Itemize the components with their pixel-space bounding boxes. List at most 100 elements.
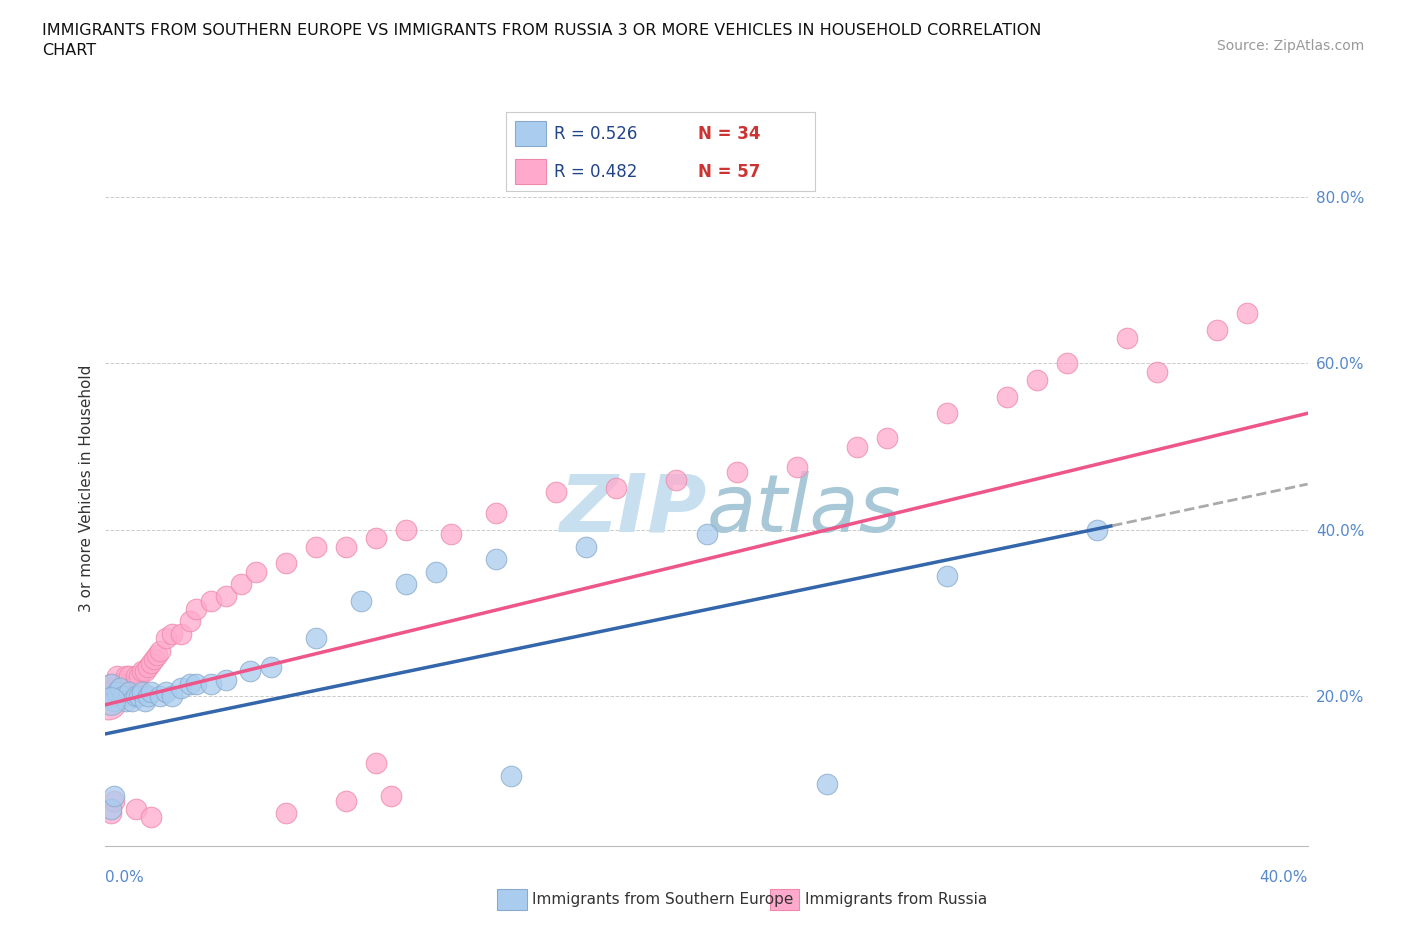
Point [305, 631, 328, 645]
Point [725, 464, 748, 479]
Point [139, 810, 162, 825]
Point [425, 565, 447, 579]
Point [115, 693, 138, 708]
Point [274, 556, 297, 571]
Point [124, 668, 146, 683]
Point [1146, 365, 1168, 379]
Text: atlas: atlas [707, 471, 901, 549]
Point [274, 805, 297, 820]
Point [160, 627, 183, 642]
Point [134, 693, 156, 708]
Text: Source: ZipAtlas.com: Source: ZipAtlas.com [1216, 39, 1364, 53]
Point [229, 577, 252, 591]
Point [103, 693, 125, 708]
Text: IMMIGRANTS FROM SOUTHERN EUROPE VS IMMIGRANTS FROM RUSSIA 3 OR MORE VEHICLES IN : IMMIGRANTS FROM SOUTHERN EUROPE VS IMMIG… [42, 23, 1042, 58]
Point [160, 689, 183, 704]
Point [118, 684, 141, 699]
Text: Immigrants from Russia: Immigrants from Russia [804, 892, 987, 907]
Point [200, 593, 222, 608]
Point [148, 689, 170, 704]
Point [139, 656, 162, 671]
Bar [516, 159, 547, 184]
Point [1056, 356, 1078, 371]
Point [107, 668, 129, 683]
Point [239, 664, 262, 679]
Point [169, 681, 191, 696]
Point [184, 676, 207, 691]
Point [876, 431, 898, 445]
Point [214, 589, 236, 604]
Point [131, 664, 153, 679]
Point [245, 565, 267, 579]
Text: N = 34: N = 34 [697, 125, 761, 142]
Point [115, 668, 138, 683]
Point [100, 802, 122, 817]
Point [179, 676, 201, 691]
Text: 40.0%: 40.0% [1260, 870, 1308, 884]
Point [121, 681, 143, 696]
Point [485, 506, 508, 521]
Point [112, 689, 135, 704]
Text: R = 0.526: R = 0.526 [554, 125, 637, 142]
Text: ZIP: ZIP [560, 471, 707, 549]
Point [179, 614, 201, 629]
Point [124, 676, 146, 691]
Point [696, 526, 718, 541]
Point [115, 676, 138, 691]
Point [128, 668, 150, 683]
Point [112, 676, 135, 691]
Point [110, 681, 132, 696]
Point [1206, 323, 1229, 338]
Point [131, 684, 153, 699]
Point [139, 684, 162, 699]
Point [100, 805, 122, 820]
Point [815, 777, 838, 791]
Point [103, 789, 125, 804]
Point [155, 631, 177, 645]
Point [148, 644, 170, 658]
Point [1236, 306, 1258, 321]
Point [124, 689, 146, 704]
Point [155, 684, 177, 699]
Point [546, 485, 568, 499]
Point [169, 627, 191, 642]
Bar [498, 889, 527, 910]
Point [100, 693, 122, 708]
Point [128, 689, 150, 704]
Point [107, 684, 129, 699]
Point [260, 660, 283, 675]
Y-axis label: 3 or more Vehicles in Household: 3 or more Vehicles in Household [79, 365, 94, 612]
Point [100, 676, 122, 691]
Point [575, 539, 598, 554]
Point [142, 652, 165, 667]
Point [440, 526, 463, 541]
Point [121, 693, 143, 708]
Point [107, 676, 129, 691]
Point [145, 647, 167, 662]
Bar [516, 121, 547, 146]
Point [936, 568, 959, 583]
Point [936, 405, 959, 420]
Point [380, 789, 402, 804]
Point [97, 689, 120, 704]
Point [845, 439, 868, 454]
Point [485, 551, 508, 566]
Text: N = 57: N = 57 [697, 163, 761, 180]
Point [605, 481, 627, 496]
Point [100, 689, 122, 704]
Point [184, 602, 207, 617]
Point [335, 539, 357, 554]
Point [350, 593, 373, 608]
Point [364, 755, 387, 770]
Point [100, 676, 122, 691]
Point [214, 672, 236, 687]
Point [395, 523, 418, 538]
Point [200, 676, 222, 691]
Point [364, 531, 387, 546]
Point [118, 668, 141, 683]
Text: Immigrants from Southern Europe: Immigrants from Southern Europe [531, 892, 793, 907]
Point [118, 676, 141, 691]
Point [665, 472, 688, 487]
Point [100, 689, 122, 704]
Point [335, 793, 357, 808]
